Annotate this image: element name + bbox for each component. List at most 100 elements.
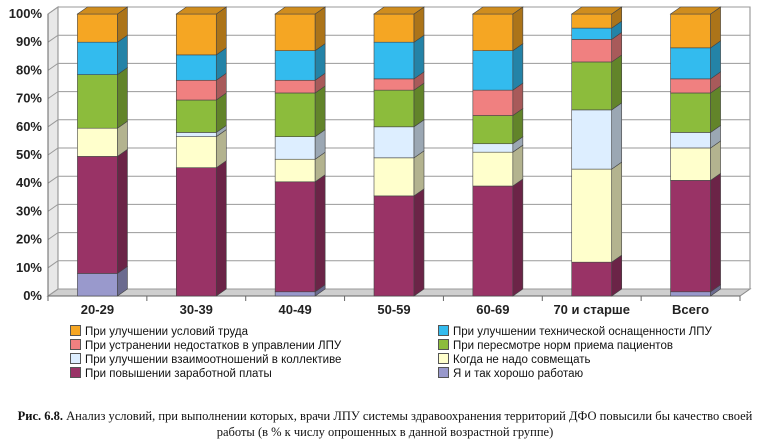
x-tick-label: 20-29: [81, 302, 114, 317]
legend-swatch: [70, 367, 81, 378]
bar-segment: [274, 79, 316, 94]
bar-segment: [373, 157, 415, 197]
x-tick-label: Всего: [672, 302, 709, 317]
bar-stack: [471, 6, 524, 297]
figure-caption: Рис. 6.8. Анализ условий, при выполнении…: [0, 408, 770, 440]
bar-segment: [571, 61, 613, 111]
bar-stack: [274, 6, 327, 297]
bar-segment-side: [512, 178, 524, 297]
bar-segment: [373, 78, 415, 91]
bar-top: [76, 6, 129, 15]
bar-segment: [373, 13, 415, 43]
bar-segment: [274, 13, 316, 51]
bar-segment: [670, 78, 711, 94]
bar-segment: [175, 99, 217, 133]
bar-segment: [77, 41, 118, 75]
legend-item: Когда не надо совмещать: [438, 353, 590, 367]
bar-segment: [472, 151, 514, 187]
legend-label: При улучшении условий труда: [85, 326, 249, 338]
bar-segment: [373, 126, 415, 159]
bar-stack: [570, 6, 623, 297]
bar-segment-side: [512, 6, 524, 52]
bar-segment-side: [117, 67, 128, 129]
bar-segment-side: [611, 102, 623, 170]
bar-segment: [77, 74, 118, 129]
legend-label: Я и так хорошо работаю: [453, 368, 584, 380]
bar-segment: [571, 109, 613, 170]
bar-segment: [670, 147, 711, 181]
y-tick-label: 90%: [16, 34, 42, 49]
bar-segment: [571, 168, 613, 263]
y-tick-label: 80%: [16, 62, 42, 77]
bar-segment: [472, 89, 514, 116]
bar-segment-side: [413, 188, 425, 297]
bar-segment-side: [413, 34, 425, 80]
bar-segment: [472, 50, 514, 91]
bar-stack: [76, 6, 129, 297]
legend-swatch: [70, 353, 81, 364]
legend-swatch: [438, 353, 449, 364]
bar-segment-side: [413, 82, 425, 128]
bar-segment: [274, 291, 316, 297]
x-tick-label: 60-69: [476, 302, 509, 317]
bar-top: [570, 6, 623, 15]
bar-segment-side: [512, 43, 524, 91]
legend-label: При улучшении технической оснащенности Л…: [453, 326, 712, 338]
bar-segment: [571, 261, 613, 297]
bar-segment-side: [215, 6, 227, 56]
x-tick-label: 40-49: [279, 302, 312, 317]
bar-segment: [175, 54, 217, 81]
bar-segment: [175, 136, 217, 168]
stacked-bar-chart: 0% 10% 20% 30% 40% 50% 60% 70% 80% 90% 100% 20-29 30…: [9, 6, 752, 317]
bar-stack: [175, 6, 228, 297]
bar-segment: [175, 13, 217, 56]
y-tick-label: 30%: [16, 203, 42, 218]
bar-stack: [669, 6, 722, 297]
x-tick-label: 30-39: [180, 302, 213, 317]
bar-segment-side: [413, 150, 425, 197]
caption-text: Анализ условий, при выполнении которых, …: [66, 409, 753, 439]
bar-segment: [670, 132, 711, 149]
bar-segment: [274, 136, 316, 160]
y-tick-label: 20%: [16, 232, 42, 247]
x-tick-label: 50-59: [377, 302, 410, 317]
y-tick-label: 10%: [16, 260, 42, 275]
bar-segment-side: [314, 6, 326, 52]
legend-item: При улучшении условий труда: [70, 325, 248, 339]
bar-segment: [175, 79, 217, 101]
legend-label: При улучшении взаимоотношений в коллекти…: [85, 354, 342, 366]
bar-segment: [77, 13, 118, 43]
bar-segment: [670, 180, 711, 293]
bar-segment: [175, 167, 217, 297]
legend-swatch: [70, 339, 81, 350]
legend-item: При улучшении технической оснащенности Л…: [438, 325, 712, 339]
legend-swatch: [438, 339, 449, 350]
bar-segment-side: [314, 174, 326, 293]
bar-segment-side: [611, 54, 623, 111]
bar-segment: [77, 273, 118, 297]
bar-segment: [373, 41, 415, 80]
bar-segment-side: [710, 172, 721, 293]
bar-segment-side: [611, 161, 623, 263]
legend-label: При устранении недостатков в управлении …: [85, 340, 342, 352]
bar-segment-side: [215, 160, 227, 297]
bar-segment: [175, 132, 217, 137]
legend-swatch: [438, 367, 449, 378]
bar-top: [175, 6, 228, 15]
legend-label: При пересмотре норм приема пациентов: [453, 340, 673, 352]
bar-segment: [274, 158, 316, 183]
legend-swatch: [438, 325, 449, 336]
y-tick-label: 100%: [9, 6, 43, 21]
x-tick-label: 70 и старше: [553, 302, 630, 317]
bar-segment: [571, 27, 613, 40]
bar-segment: [670, 13, 711, 49]
bar-top: [471, 6, 524, 15]
y-tick-label: 0%: [23, 288, 42, 303]
bar-segment: [472, 185, 514, 297]
bar-top: [669, 6, 722, 15]
bar-segment: [472, 115, 514, 145]
y-tick-label: 50%: [16, 147, 42, 162]
bar-segment: [670, 291, 711, 297]
legend-swatch: [70, 325, 81, 336]
y-tick-label: 60%: [16, 119, 42, 134]
